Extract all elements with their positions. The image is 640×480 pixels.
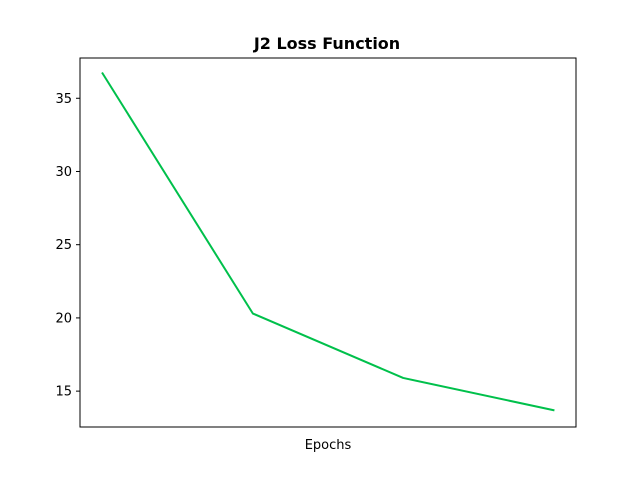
y-tick-label-20: 20	[55, 311, 72, 326]
y-tick-label-15: 15	[55, 385, 72, 400]
y-tick-label-30: 30	[55, 165, 72, 180]
plot-frame	[79, 57, 577, 428]
series-line-0	[101, 71, 555, 412]
chart-title: J2 Loss Function	[253, 34, 400, 53]
y-tick-label-35: 35	[55, 92, 72, 107]
x-axis-label: Epochs	[305, 438, 352, 453]
plot-area: 15 20 25 30 35	[55, 57, 577, 428]
y-tick-label-25: 25	[55, 238, 72, 253]
